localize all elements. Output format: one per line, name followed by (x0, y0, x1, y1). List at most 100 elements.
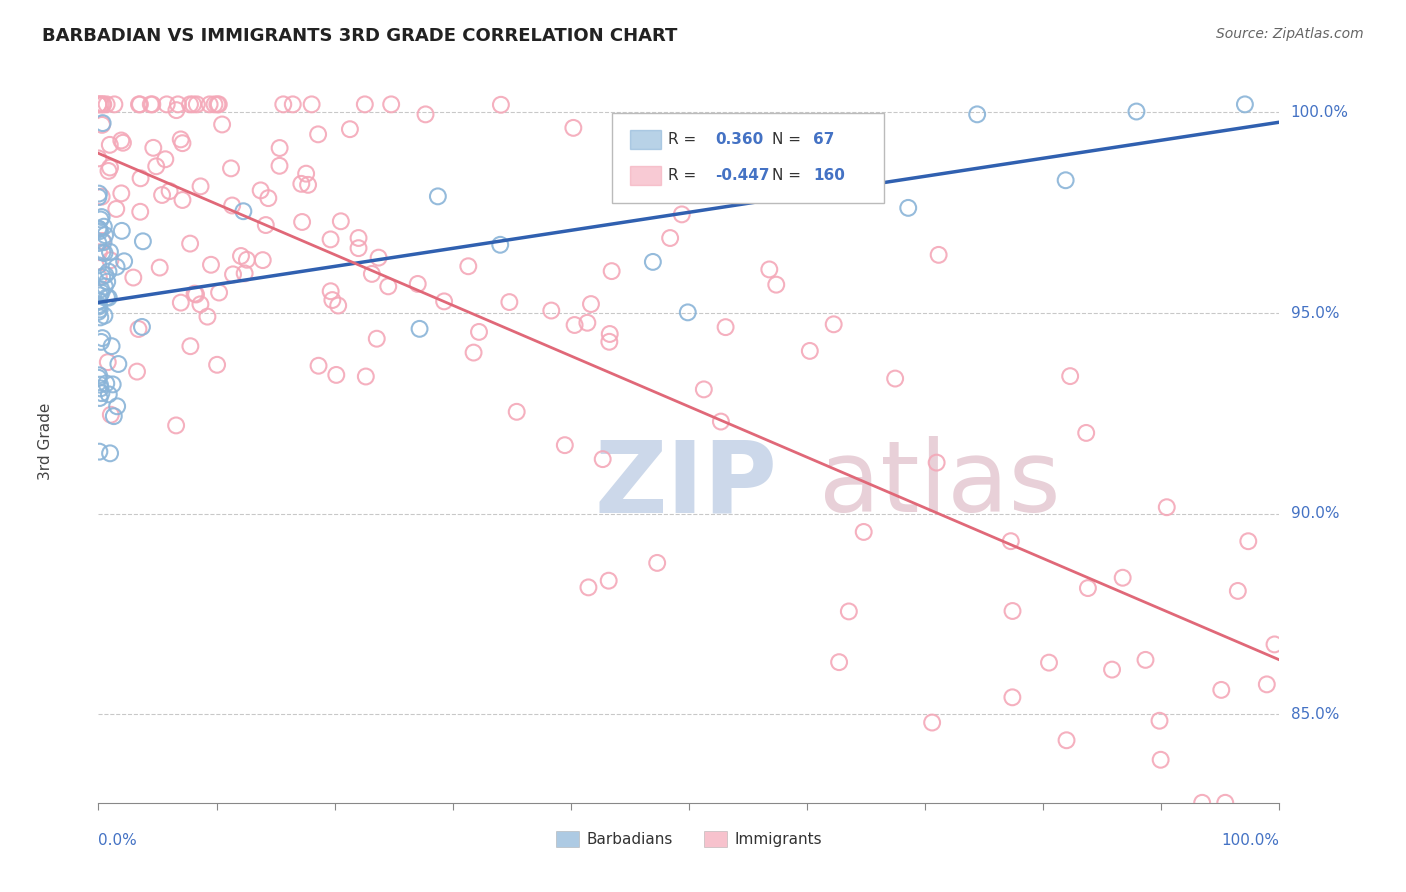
Point (170, 295, 193, 310)
Point (105, 202, 128, 216)
Point (1211, 682, 1233, 697)
Point (110, 133, 132, 147)
Point (540, 303, 562, 318)
Point (641, 255, 664, 269)
Point (1054, 173, 1077, 187)
Point (1111, 571, 1133, 585)
Point (101, 377, 124, 392)
Point (1149, 714, 1171, 728)
Point (211, 118, 233, 132)
Point (463, 345, 485, 359)
Point (184, 287, 207, 301)
Point (89, 222, 111, 236)
Point (90, 210, 112, 224)
Point (91, 116, 114, 130)
Point (1038, 656, 1060, 670)
Point (205, 358, 228, 372)
Point (87, 152, 110, 166)
Point (197, 310, 219, 324)
Point (325, 368, 347, 382)
Point (87, 371, 110, 385)
Point (222, 268, 245, 282)
Point (87, 190, 110, 204)
Point (129, 204, 152, 219)
Point (1001, 604, 1024, 618)
Point (156, 97, 179, 112)
Point (252, 253, 274, 268)
Point (498, 295, 520, 310)
Point (93, 246, 115, 260)
Point (347, 231, 370, 245)
Point (1237, 534, 1260, 549)
Point (1125, 104, 1147, 119)
Text: 100.0%: 100.0% (1222, 833, 1279, 848)
Point (100, 339, 122, 353)
Point (97, 164, 120, 178)
Point (89, 288, 111, 302)
Point (111, 136, 134, 150)
Point (339, 122, 361, 136)
Point (98, 244, 121, 259)
Point (1149, 753, 1171, 767)
Point (645, 556, 668, 570)
Point (366, 332, 388, 346)
Point (122, 270, 145, 285)
Point (145, 159, 167, 173)
Point (1077, 581, 1099, 595)
Text: 67: 67 (813, 132, 834, 147)
Point (89, 294, 111, 309)
Point (87, 300, 110, 314)
Point (87, 186, 110, 201)
Point (141, 97, 163, 112)
Point (98, 161, 121, 175)
Point (90, 386, 112, 401)
Point (91, 269, 114, 284)
Point (576, 316, 599, 330)
Point (87, 298, 110, 312)
Point (181, 97, 204, 112)
Point (179, 97, 201, 112)
Point (87, 259, 110, 273)
Point (1135, 653, 1157, 667)
Point (328, 299, 350, 313)
Point (254, 218, 277, 232)
Text: N =: N = (772, 169, 806, 183)
Point (236, 252, 259, 267)
Point (671, 207, 693, 221)
Text: -0.447: -0.447 (714, 169, 769, 183)
Point (319, 284, 342, 298)
Point (281, 97, 304, 112)
Point (87, 368, 110, 383)
Point (94, 228, 117, 243)
Point (97, 355, 120, 369)
Point (579, 297, 602, 311)
Legend: Barbadians, Immigrants: Barbadians, Immigrants (550, 825, 828, 853)
Point (308, 359, 330, 373)
Point (489, 97, 512, 112)
Point (172, 193, 194, 207)
Text: 90.0%: 90.0% (1291, 507, 1339, 521)
Point (758, 262, 780, 277)
Point (221, 198, 243, 212)
Point (360, 267, 382, 281)
Point (415, 107, 437, 121)
Point (90, 189, 112, 203)
Point (165, 418, 187, 433)
Point (89, 391, 111, 405)
Point (676, 305, 699, 319)
Point (87, 97, 110, 112)
Point (1213, 796, 1236, 810)
Point (233, 266, 256, 280)
Point (96, 376, 118, 391)
Point (87, 270, 110, 285)
FancyBboxPatch shape (630, 130, 661, 149)
Text: 100.0%: 100.0% (1291, 105, 1348, 120)
Point (1263, 637, 1285, 651)
Point (269, 141, 291, 155)
Point (297, 178, 319, 192)
Point (269, 159, 291, 173)
Point (111, 224, 134, 238)
Point (426, 189, 449, 203)
Text: 3rd Grade: 3rd Grade (38, 403, 53, 480)
Point (740, 160, 762, 174)
